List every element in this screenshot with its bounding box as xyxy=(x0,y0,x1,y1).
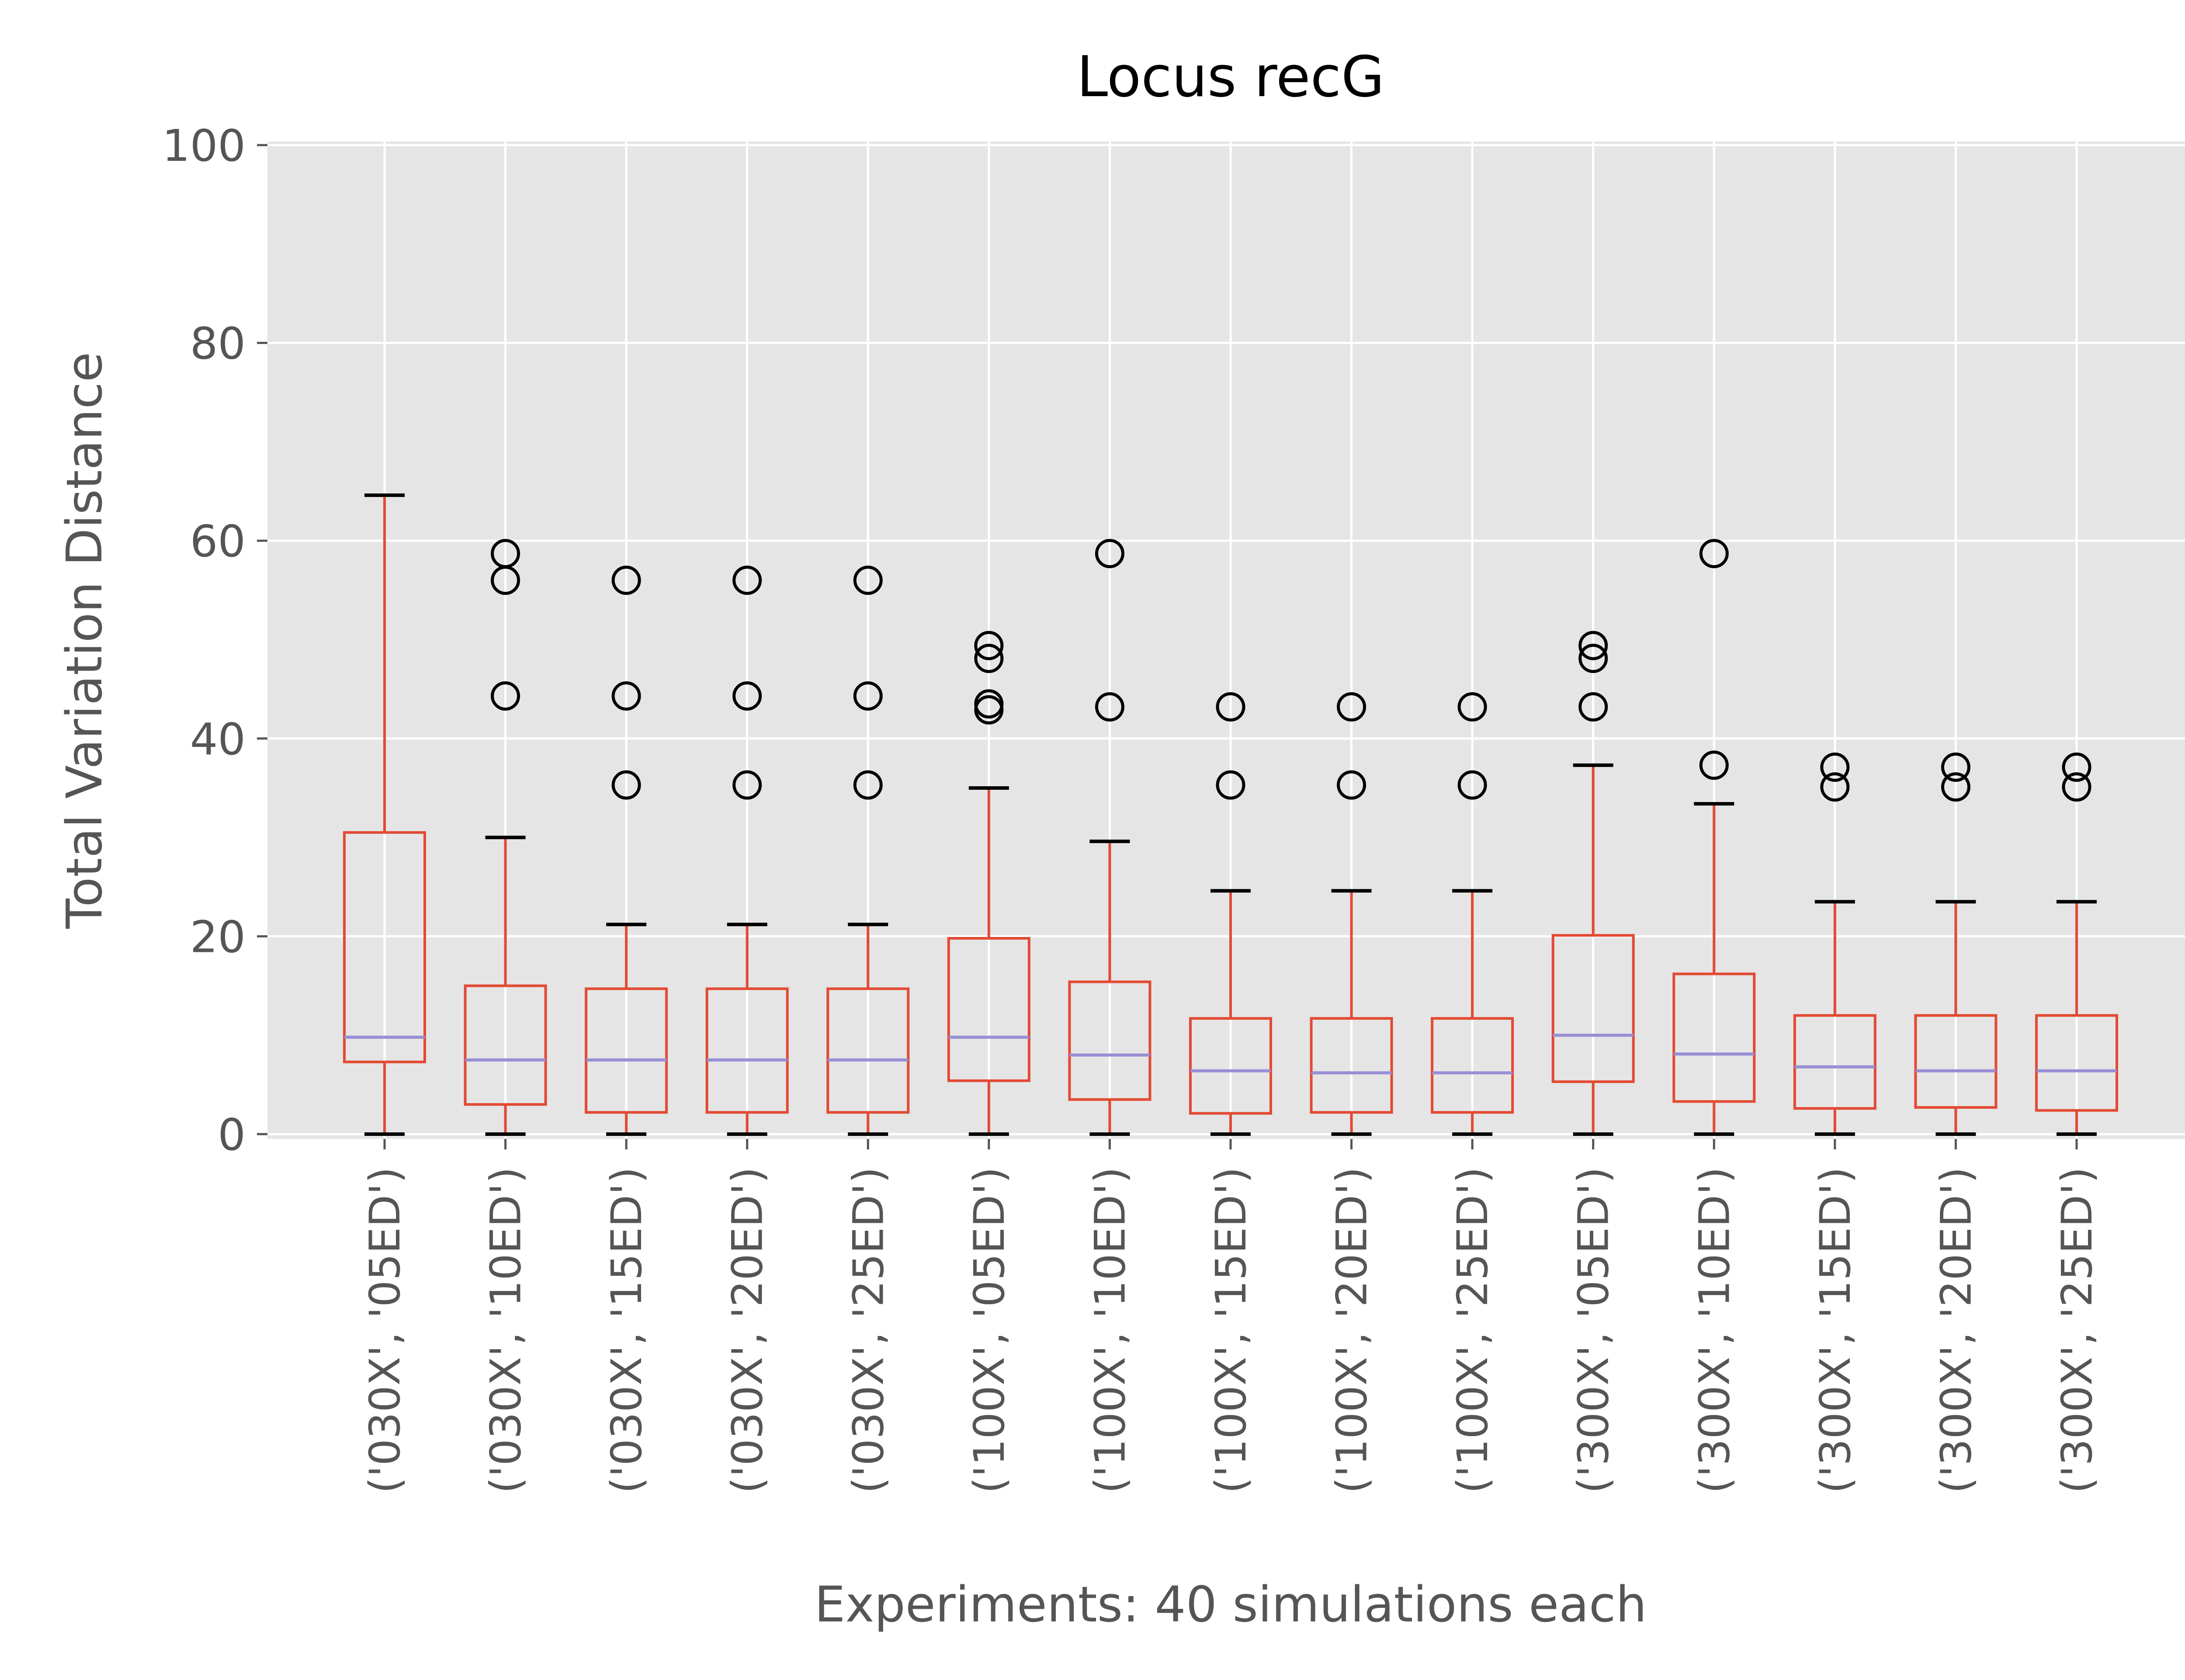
outlier-point xyxy=(2062,752,2091,782)
box-group xyxy=(1189,692,1272,1136)
y-axis: 0 20 40 60 80 100 xyxy=(162,120,267,1160)
x-tick-label: ('100X', '20ED') xyxy=(1328,1167,1377,1493)
y-tick-label: 40 xyxy=(190,714,246,765)
box-iqr xyxy=(585,987,668,1114)
outlier-point xyxy=(491,566,520,595)
x-tick-label: ('100X', '10ED') xyxy=(1086,1167,1134,1493)
outlier-point xyxy=(1457,692,1487,722)
x-tick-label: ('030X', '20ED') xyxy=(723,1167,772,1493)
box-iqr xyxy=(1310,1017,1393,1114)
box-group xyxy=(343,493,426,1136)
box-iqr xyxy=(1672,972,1756,1103)
outlier-point xyxy=(1578,692,1608,722)
box-iqr xyxy=(343,831,426,1063)
outlier-point xyxy=(1337,770,1366,800)
box-group xyxy=(1793,752,1876,1136)
outlier-point xyxy=(974,695,1004,725)
outlier-point xyxy=(853,681,883,711)
x-tick-label: ('100X', '15ED') xyxy=(1207,1167,1256,1493)
y-tick-label: 80 xyxy=(190,318,246,369)
x-axis-label: Experiments: 40 simulations each xyxy=(815,1576,1647,1633)
outlier-point xyxy=(853,566,883,595)
y-tick-label: 0 xyxy=(218,1109,246,1160)
box-group xyxy=(585,566,668,1136)
outlier-point xyxy=(1337,692,1366,722)
box-iqr xyxy=(1914,1014,1998,1109)
outlier-point xyxy=(1699,750,1729,780)
outlier-point xyxy=(732,770,762,800)
y-tick-label: 60 xyxy=(190,516,246,567)
box-iqr xyxy=(2035,1014,2118,1112)
outlier-point xyxy=(732,681,762,711)
x-axis: ('030X', '05ED') ('030X', '10ED') ('030X',… xyxy=(361,1139,2102,1493)
x-tick-label: ('030X', '10ED') xyxy=(482,1167,531,1493)
outlier-point xyxy=(611,681,641,711)
y-axis-label: Total Variation Distance xyxy=(56,352,113,929)
outlier-point xyxy=(1941,752,1970,782)
box-group xyxy=(826,566,910,1136)
outlier-point xyxy=(974,631,1004,660)
x-tick-label: ('030X', '25ED') xyxy=(844,1167,893,1493)
outlier-point xyxy=(1820,752,1850,782)
outlier-point xyxy=(1216,770,1245,800)
outlier-point xyxy=(2062,772,2091,802)
box-iqr xyxy=(705,987,789,1114)
box-group xyxy=(464,539,547,1136)
outlier-point xyxy=(611,770,641,800)
box-group xyxy=(705,566,789,1136)
box-iqr xyxy=(1431,1017,1514,1114)
outlier-point xyxy=(491,681,520,711)
box-group xyxy=(1310,692,1393,1136)
outlier-point xyxy=(1578,631,1608,660)
chart-title: Locus recG xyxy=(1077,45,1384,110)
x-tick-label: ('300X', '10ED') xyxy=(1690,1167,1739,1493)
outlier-point xyxy=(1699,539,1729,569)
outlier-point xyxy=(1095,692,1124,722)
outlier-point xyxy=(1941,772,1970,802)
box-iqr xyxy=(1189,1017,1272,1115)
y-tick-label: 100 xyxy=(162,120,246,171)
outlier-point xyxy=(1095,539,1124,569)
box-iqr xyxy=(826,987,910,1114)
x-tick-label: ('100X', '05ED') xyxy=(965,1167,1014,1493)
box-group xyxy=(2035,752,2118,1136)
box-group xyxy=(947,631,1030,1136)
y-tick-label: 20 xyxy=(190,911,246,962)
outlier-point xyxy=(974,643,1004,673)
box-group xyxy=(1672,539,1756,1136)
box-iqr xyxy=(464,984,547,1106)
outlier-point xyxy=(1216,692,1245,722)
x-tick-label: ('300X', '20ED') xyxy=(1932,1167,1980,1493)
box-iqr xyxy=(947,937,1030,1082)
boxes xyxy=(343,493,2118,1136)
x-tick-label: ('300X', '25ED') xyxy=(2053,1167,2102,1493)
x-tick-label: ('300X', '05ED') xyxy=(1569,1167,1618,1493)
x-tick-label: ('030X', '15ED') xyxy=(602,1167,651,1493)
box-iqr xyxy=(1551,934,1635,1083)
outlier-point xyxy=(1820,772,1850,802)
box-group xyxy=(1431,692,1514,1136)
outlier-point xyxy=(611,566,641,595)
box-iqr xyxy=(1068,980,1151,1101)
outlier-point xyxy=(732,566,762,595)
box-iqr xyxy=(1793,1014,1876,1110)
box-group xyxy=(1068,539,1151,1136)
outlier-point xyxy=(853,770,883,800)
x-tick-label: ('100X', '25ED') xyxy=(1448,1167,1497,1493)
plot-area xyxy=(267,142,2185,1139)
box-group xyxy=(1914,752,1998,1136)
outlier-point xyxy=(1457,770,1487,800)
x-tick-label: ('030X', '05ED') xyxy=(361,1167,409,1493)
box-group xyxy=(1551,631,1635,1136)
outlier-point xyxy=(1578,643,1608,673)
x-tick-label: ('300X', '15ED') xyxy=(1811,1167,1860,1493)
